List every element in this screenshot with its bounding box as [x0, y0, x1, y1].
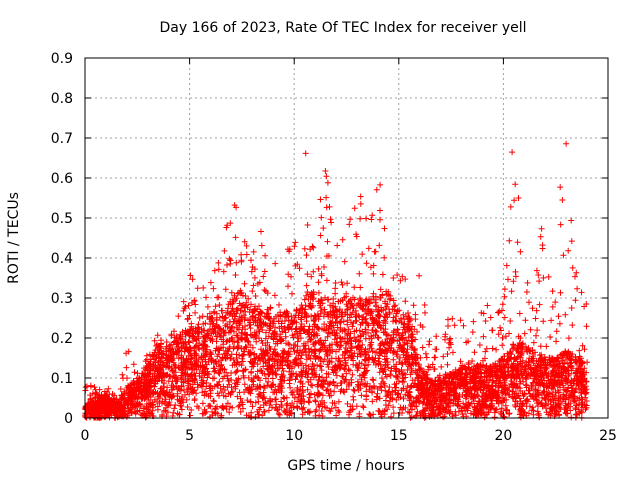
y-tick-label: 0.7: [51, 131, 73, 147]
y-tick-label: 0.4: [51, 251, 73, 267]
y-tick-label: 0.3: [51, 291, 73, 307]
data-points: [82, 140, 591, 421]
y-tick-label: 0: [64, 411, 73, 427]
y-tick-label: 0.9: [51, 51, 73, 67]
y-tick-label: 0.5: [51, 211, 73, 227]
x-tick-label: 5: [185, 428, 194, 444]
axis-ticks: 0 5 10 15 20 25 0 0.1 0.2 0.3 0.4 0.5 0.6 0.7 0.8 0.9: [51, 51, 617, 444]
x-tick-label: 20: [494, 428, 512, 444]
data-point-markers: [82, 140, 591, 421]
x-tick-label: 10: [285, 428, 303, 444]
y-tick-label: 0.2: [51, 331, 73, 347]
x-tick-label: 15: [390, 428, 408, 444]
y-tick-label: 0.1: [51, 371, 73, 387]
chart-title: Day 166 of 2023, Rate Of TEC Index for r…: [159, 20, 526, 36]
x-tick-label: 25: [599, 428, 617, 444]
x-axis-label: GPS time / hours: [287, 458, 404, 474]
plot-frame: [84, 57, 609, 419]
y-tick-label: 0.8: [51, 91, 73, 107]
y-axis-label: ROTI / TECUs: [6, 192, 22, 284]
x-tick-label: 0: [81, 428, 90, 444]
y-tick-label: 0.6: [51, 171, 73, 187]
